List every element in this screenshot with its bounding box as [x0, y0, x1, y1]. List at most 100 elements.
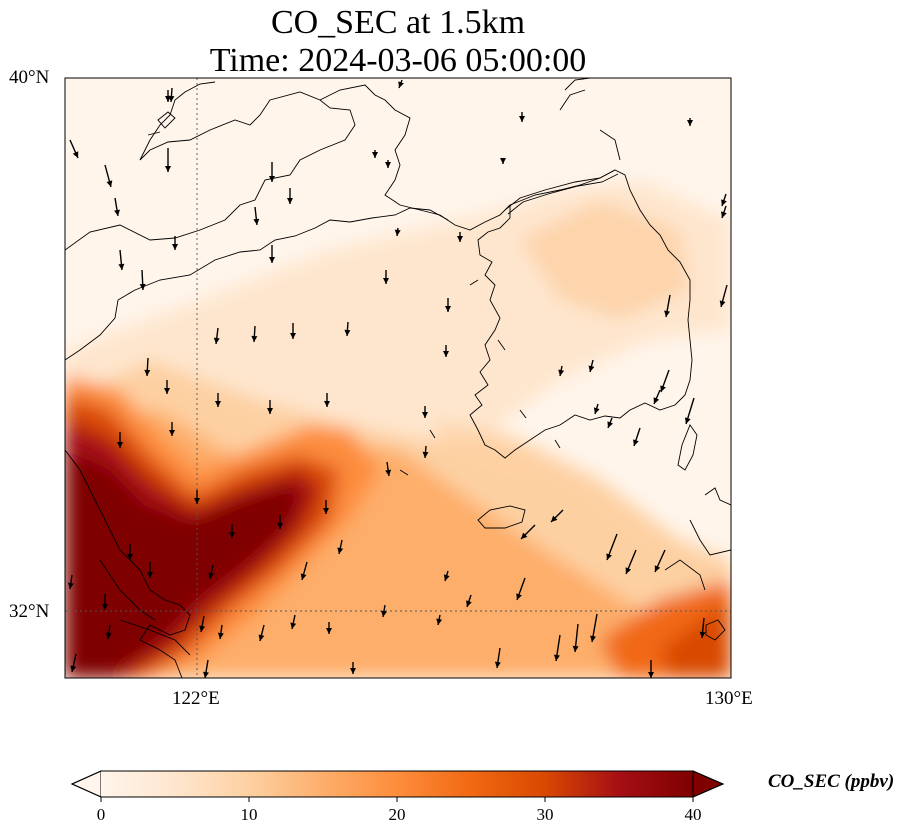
colorbar-label: CO_SEC (ppbv)	[768, 771, 895, 792]
colorbar-extend-high	[692, 770, 725, 798]
wind-vector-head	[721, 199, 727, 206]
wind-vector-head	[267, 408, 273, 414]
wind-vector-head	[70, 665, 77, 672]
wind-vector-head	[251, 335, 258, 342]
wind-vector-head	[516, 593, 522, 600]
wind-vector-head	[199, 625, 206, 632]
wind-vector-head	[258, 634, 265, 641]
map-frame	[64, 77, 732, 679]
wind-vector-head	[590, 635, 597, 642]
wind-vector-head	[203, 671, 209, 678]
colorbar-extend-low	[70, 770, 102, 798]
wind-vector-head	[593, 407, 600, 414]
wind-vector-head	[606, 553, 612, 560]
colorbar-tick-label: 10	[240, 805, 258, 824]
wind-vector-head	[147, 572, 153, 578]
wind-vector-head	[169, 430, 175, 436]
wind-vector-head	[287, 198, 293, 204]
wind-vector-head	[719, 300, 726, 307]
lon-label-130: 130°E	[705, 688, 753, 709]
wind-vector-head	[436, 618, 443, 625]
wind-vector-head	[660, 385, 666, 392]
wind-vector-head	[165, 166, 171, 172]
wind-vector-head	[215, 401, 221, 407]
concentration-field	[65, 180, 731, 678]
colorbar	[70, 770, 725, 802]
wind-vector-head	[164, 388, 170, 394]
wind-vector-head	[165, 96, 171, 102]
wind-vector-head	[105, 632, 112, 639]
wind-vector-head	[269, 176, 275, 182]
wind-vector-head	[687, 120, 693, 126]
wind-vector-head	[229, 532, 235, 538]
wind-vector-head	[443, 351, 449, 357]
wind-vectors	[67, 79, 728, 678]
map-title: CO_SEC at 1.5km	[270, 4, 526, 41]
wind-vector-head	[269, 257, 275, 263]
wind-vector-head	[67, 582, 74, 589]
wind-vector-head	[422, 451, 429, 458]
wind-vector-head	[253, 218, 260, 225]
wind-vector-head	[699, 631, 706, 638]
wind-vector-head	[144, 369, 151, 376]
wind-vector-head	[572, 645, 579, 652]
colorbar-tick-label: 0	[96, 805, 106, 824]
wind-vector-head	[172, 244, 178, 250]
wind-vector-head	[344, 329, 351, 336]
colorbar-tick-label: 20	[388, 805, 406, 824]
wind-vector-head	[118, 263, 125, 270]
wind-vector-head	[443, 574, 450, 581]
wind-vector-head	[385, 162, 391, 168]
colorbar-tick-label: 30	[536, 805, 554, 824]
wind-vector-head	[114, 209, 120, 216]
wind-vector-head	[217, 632, 224, 639]
wind-vector-head	[625, 567, 632, 574]
wind-vector-head	[350, 668, 356, 674]
wind-vector-head	[553, 654, 560, 661]
wind-vector-head	[106, 180, 113, 187]
wind-vector-head	[117, 442, 123, 448]
wind-vector-head	[648, 672, 654, 678]
wind-vector-head	[398, 81, 404, 88]
wind-vector-head	[519, 116, 525, 122]
wind-vector-head	[337, 547, 344, 554]
wind-vector-head	[381, 610, 387, 617]
wind-vector-head	[684, 417, 691, 424]
wind-vector-head	[633, 439, 639, 446]
wind-vector-head	[422, 412, 428, 418]
lat-label-32: 32°N	[9, 601, 50, 622]
wind-vector-head	[551, 515, 558, 522]
wind-vector-head	[277, 523, 283, 529]
wind-vector-head	[213, 337, 220, 344]
wind-vector-head	[500, 158, 506, 164]
gridlines	[65, 78, 731, 678]
wind-vector-head	[290, 622, 297, 629]
wind-vector-head	[653, 397, 660, 404]
wind-vector-head	[654, 565, 661, 572]
wind-vector-head	[588, 365, 595, 372]
wind-vector-head	[208, 572, 215, 579]
wind-vector-head	[494, 661, 501, 668]
wind-vector-head	[521, 532, 528, 539]
wind-vector-head	[300, 573, 307, 580]
wind-vector-head	[290, 333, 296, 339]
lon-label-122: 122°E	[172, 688, 220, 709]
wind-vector-head	[326, 628, 332, 634]
wind-vector-head	[102, 604, 108, 610]
wind-vector-head	[721, 211, 727, 218]
wind-vector-head	[607, 421, 614, 428]
wind-vector-head	[139, 283, 146, 290]
wind-vector-head	[466, 600, 472, 607]
lat-label-40: 40°N	[9, 67, 50, 88]
wind-vector-head	[324, 401, 330, 407]
colorbar-tick-label: 40	[684, 805, 702, 824]
wind-vector-head	[394, 229, 401, 236]
colorbar-tick-marks	[100, 797, 694, 802]
wind-vector-head	[194, 498, 200, 504]
wind-vector-head	[445, 306, 451, 312]
coastlines	[65, 78, 731, 678]
colorbar-gradient	[101, 771, 693, 797]
map-time-title: Time: 2024-03-06 05:00:00	[209, 42, 587, 79]
wind-vector-head	[323, 508, 329, 514]
